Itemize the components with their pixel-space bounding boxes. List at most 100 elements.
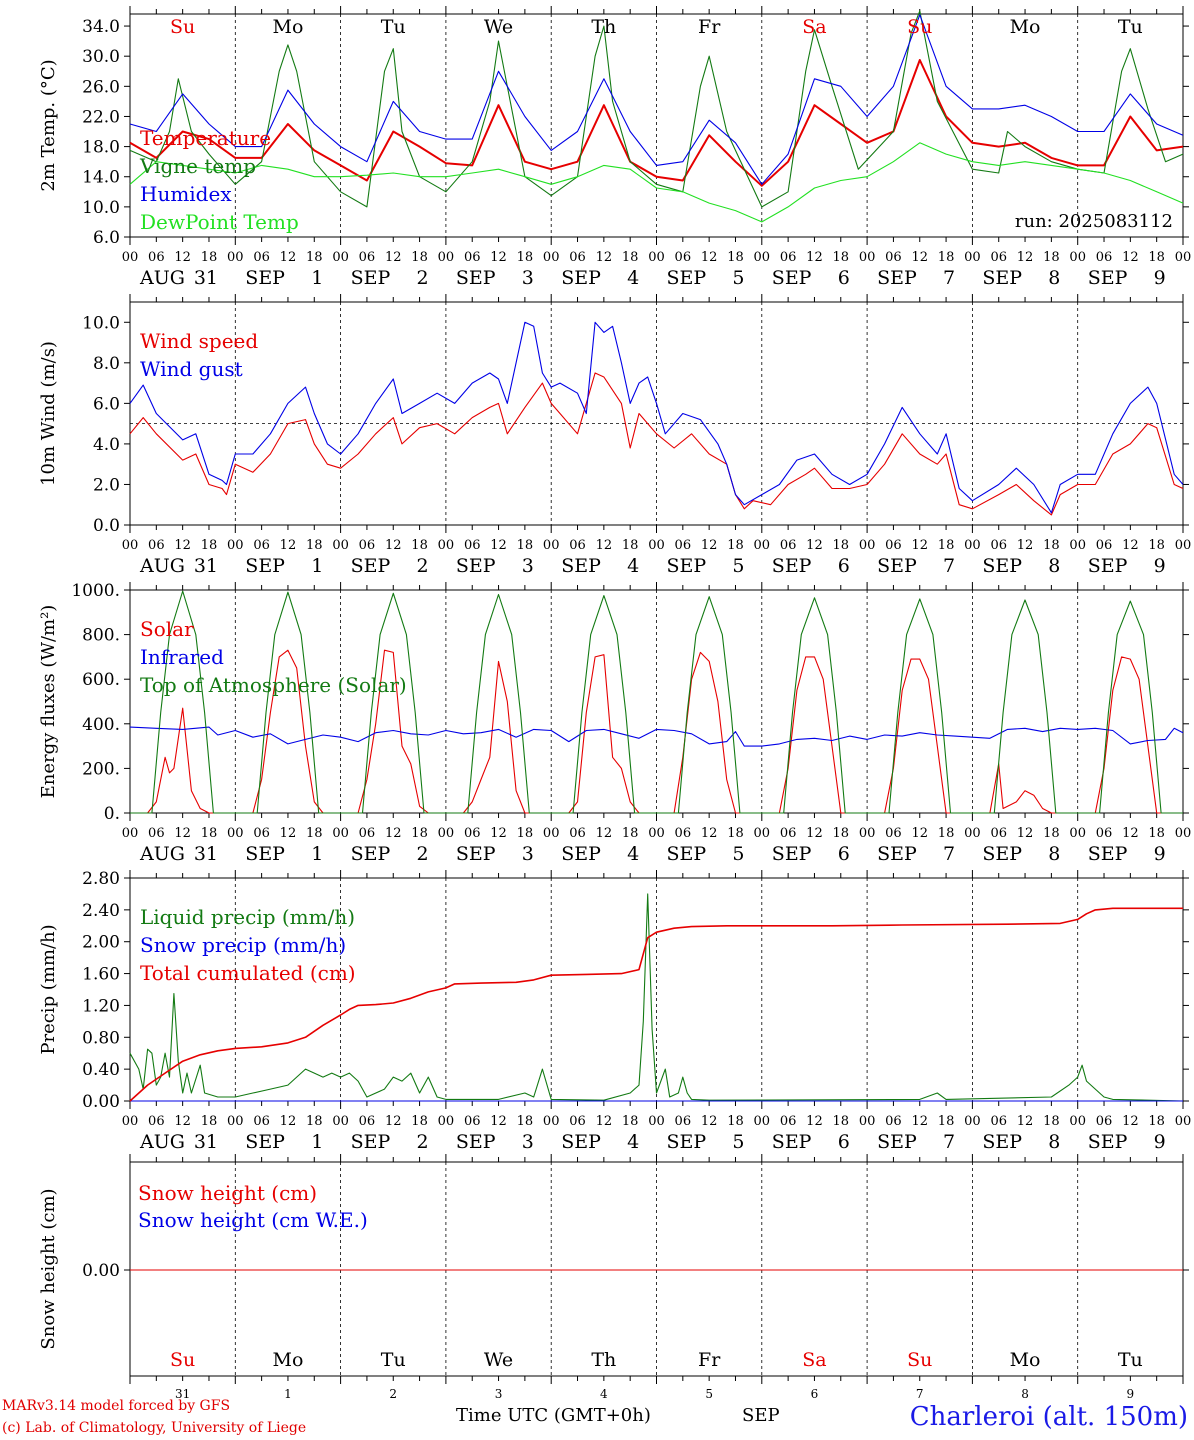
hour-tick-label: 00	[543, 1114, 560, 1129]
series-line-wind-speed	[129, 372, 1184, 516]
date-month-label: SEP	[667, 1131, 707, 1153]
y-tick-label: 18.0	[82, 138, 120, 158]
y-axis-label: 10m Wind (m/s)	[38, 341, 59, 486]
date-day-label: 9	[1154, 1131, 1166, 1153]
hour-tick-label: 18	[938, 826, 955, 841]
hour-tick-label: 18	[622, 1114, 639, 1129]
hour-tick-label: 06	[675, 826, 692, 841]
y-tick-label: 0.	[104, 804, 120, 824]
date-month-label: SEP	[667, 555, 707, 577]
date-day-label: 4	[627, 843, 639, 865]
hour-tick-label: 00	[543, 250, 560, 265]
hour-tick-label: 18	[411, 1114, 428, 1129]
date-day-label: 31	[194, 1131, 218, 1153]
hour-tick-label: 18	[411, 538, 428, 553]
hour-tick-label: 06	[253, 826, 270, 841]
date-month-label: AUG	[139, 267, 185, 289]
date-day-label: 2	[417, 267, 429, 289]
day-name-bottom: Mo	[272, 1349, 303, 1371]
hour-tick-label: 06	[885, 1114, 902, 1129]
date-day-label: 8	[1048, 1131, 1060, 1153]
hour-tick-label: 12	[490, 538, 507, 553]
y-tick-label: 4.0	[93, 435, 120, 455]
hour-tick-label: 00	[227, 826, 244, 841]
hour-tick-label: 18	[727, 250, 744, 265]
date-day-label: 7	[943, 1131, 955, 1153]
hour-tick-label: 00	[754, 1114, 771, 1129]
date-day-label: 1	[311, 843, 323, 865]
date-month-label: SEP	[982, 555, 1022, 577]
hour-tick-label: 18	[201, 250, 218, 265]
hour-tick-label: 18	[411, 826, 428, 841]
hour-tick-label: 00	[227, 1114, 244, 1129]
day-name-bottom: Fr	[698, 1349, 721, 1371]
hour-tick-label: 06	[148, 538, 165, 553]
y-tick-label: 0.80	[82, 1028, 120, 1048]
y-tick-label: 600.	[82, 670, 120, 690]
date-day-label: 4	[627, 555, 639, 577]
legend-entry: Wind speed	[140, 329, 258, 353]
hour-tick-label: 12	[174, 250, 191, 265]
hour-tick-label: 06	[359, 250, 376, 265]
date-day-label: 4	[627, 1131, 639, 1153]
hour-tick-label: 00	[227, 538, 244, 553]
date-month-label: SEP	[1088, 555, 1128, 577]
hour-tick-label: 18	[622, 538, 639, 553]
date-month-label: SEP	[351, 843, 391, 865]
hour-tick-label: 18	[411, 250, 428, 265]
date-day-label: 8	[1048, 267, 1060, 289]
series-line-wind-gust	[129, 321, 1184, 514]
date-day-label: 31	[194, 843, 218, 865]
hour-tick-label: 12	[806, 1114, 823, 1129]
series-line-dewpoint-temp	[129, 142, 1184, 223]
series-line-vigne-temp	[129, 10, 1184, 208]
date-month-label: SEP	[1088, 267, 1128, 289]
hour-tick-label: 06	[675, 1114, 692, 1129]
hour-tick-label: 12	[1122, 538, 1139, 553]
day-name-bottom: Mo	[1010, 1349, 1041, 1371]
hour-tick-label: 12	[806, 250, 823, 265]
legend-entry: Humidex	[140, 182, 232, 206]
hour-tick-label: 00	[438, 1114, 455, 1129]
time-axis-label: Time UTC (GMT+0h)	[456, 1405, 651, 1426]
hour-tick-label: 06	[253, 250, 270, 265]
series-line-infrared	[129, 726, 1184, 747]
y-axis-label: Precip (mm/h)	[38, 924, 59, 1054]
date-day-label: 2	[417, 1131, 429, 1153]
hour-tick-label: 06	[359, 538, 376, 553]
hour-tick-label: 00	[754, 538, 771, 553]
day-number-bottom: 6	[811, 1387, 819, 1401]
hour-tick-label: 18	[201, 1114, 218, 1129]
plot-frame	[129, 301, 1184, 526]
day-name-top: Tu	[381, 16, 406, 38]
y-tick-label: 26.0	[82, 77, 120, 97]
hour-tick-label: 12	[1017, 538, 1034, 553]
y-tick-label: 1.60	[82, 965, 120, 985]
series-line-humidex	[129, 14, 1184, 185]
hour-tick-label: 18	[833, 1114, 850, 1129]
date-month-label: AUG	[139, 843, 185, 865]
hour-tick-label: 00	[1069, 250, 1086, 265]
day-name-bottom: Su	[170, 1349, 195, 1371]
hour-tick-label: 18	[833, 826, 850, 841]
date-month-label: SEP	[456, 843, 496, 865]
hour-tick-label: 00	[964, 826, 981, 841]
date-month-label: SEP	[456, 555, 496, 577]
date-month-label: SEP	[667, 267, 707, 289]
hour-tick-label: 18	[306, 538, 323, 553]
hour-tick-label: 00	[438, 538, 455, 553]
hour-tick-label: 00	[1069, 1114, 1086, 1129]
hour-tick-label: 00	[122, 538, 139, 553]
hour-tick-label: 12	[174, 826, 191, 841]
hour-tick-label: 18	[1043, 538, 1060, 553]
legend-entry: Temperature	[140, 126, 271, 150]
date-month-label: SEP	[772, 843, 812, 865]
hour-tick-label: 12	[174, 1114, 191, 1129]
hour-tick-label: 00	[1069, 538, 1086, 553]
day-number-bottom: 5	[705, 1387, 713, 1401]
hour-tick-label: 00	[332, 250, 349, 265]
hour-tick-label: 12	[596, 826, 613, 841]
day-name-top: Mo	[272, 16, 303, 38]
hour-tick-label: 12	[1122, 250, 1139, 265]
hour-tick-label: 00	[332, 826, 349, 841]
